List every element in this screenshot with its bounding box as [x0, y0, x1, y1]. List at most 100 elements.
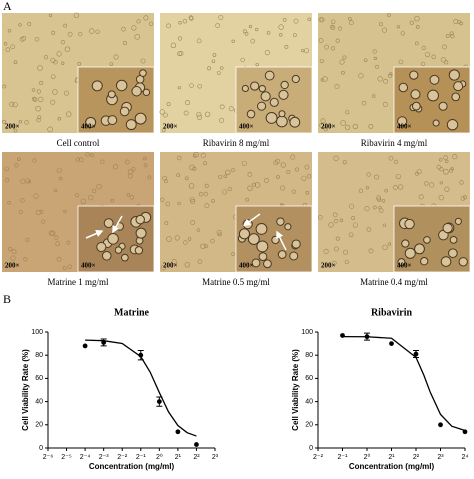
cell	[351, 216, 356, 221]
cell	[14, 163, 19, 168]
cell	[271, 235, 280, 245]
cell	[140, 58, 146, 64]
image-caption: Matrine 0.4 mg/ml	[360, 277, 428, 287]
data-point	[138, 352, 144, 358]
cell	[34, 36, 40, 42]
cell	[258, 84, 266, 93]
cell	[420, 61, 426, 67]
cell	[453, 81, 464, 92]
cell	[85, 116, 97, 128]
cell	[134, 34, 140, 40]
cell	[255, 62, 259, 67]
cell	[319, 123, 325, 128]
cell	[3, 42, 8, 46]
cell	[32, 158, 37, 163]
arrow	[112, 215, 123, 234]
cell	[247, 233, 260, 245]
cell	[278, 89, 289, 100]
cell	[25, 237, 30, 242]
cell	[348, 232, 354, 238]
cell	[189, 196, 195, 203]
cell	[31, 88, 36, 92]
cell	[39, 81, 44, 86]
cell	[429, 74, 440, 85]
cell	[429, 182, 435, 188]
cell	[410, 89, 421, 100]
cell	[289, 251, 299, 261]
cell	[382, 223, 386, 227]
cell	[162, 112, 168, 118]
cell	[184, 262, 190, 268]
cell	[398, 184, 404, 190]
cell	[449, 31, 454, 36]
x-axis-label: Concentration (mg/ml)	[89, 462, 175, 471]
cell	[188, 15, 194, 21]
cell	[218, 174, 223, 180]
y-tick-label: 20	[305, 422, 313, 429]
cell	[178, 21, 182, 25]
cell	[306, 174, 312, 179]
cell	[330, 19, 336, 25]
x-tick-label: 2⁻⁵	[61, 454, 72, 461]
cell	[269, 97, 279, 107]
cell	[340, 120, 347, 126]
cell	[20, 178, 26, 184]
cell	[260, 91, 271, 102]
cell	[246, 109, 256, 119]
cell	[48, 13, 53, 18]
cell	[344, 259, 349, 265]
cell	[446, 119, 459, 131]
cell	[393, 185, 398, 190]
cell	[200, 152, 206, 158]
cell	[188, 183, 195, 189]
cell	[379, 22, 383, 27]
cell	[388, 155, 394, 161]
cell	[62, 266, 67, 271]
cell	[440, 256, 452, 267]
cell	[121, 253, 129, 262]
cell	[136, 19, 141, 24]
cell	[324, 44, 330, 50]
cell	[13, 128, 18, 133]
x-tick-label: 2¹	[388, 454, 395, 461]
cell	[60, 40, 66, 45]
cell	[9, 101, 15, 107]
cell	[12, 102, 18, 108]
x-tick-label: 2¹	[175, 454, 182, 461]
cell	[457, 19, 462, 24]
cell	[409, 70, 419, 80]
cell	[231, 39, 235, 43]
image-caption: Ribavirin 8 mg/ml	[203, 138, 270, 148]
cell	[75, 193, 80, 198]
cell	[343, 249, 348, 255]
x-tick-label: 2⁴	[462, 454, 469, 461]
cell	[436, 164, 442, 170]
cell	[159, 109, 165, 115]
cell	[364, 205, 370, 212]
cell	[264, 178, 269, 183]
cell	[361, 100, 367, 106]
cell	[61, 61, 65, 65]
cell	[442, 44, 447, 50]
cell	[223, 174, 227, 179]
cell	[255, 27, 259, 32]
cell	[365, 186, 370, 190]
cell	[358, 188, 364, 193]
cell	[319, 58, 324, 64]
y-tick-label: 0	[39, 445, 43, 452]
cell	[304, 48, 309, 54]
image-caption: Ribavirin 4 mg/ml	[361, 138, 428, 148]
cell	[36, 118, 41, 123]
cell	[414, 41, 419, 46]
magnification-label: 400×	[397, 123, 412, 131]
cell	[39, 209, 44, 214]
magnification-label: 200×	[163, 262, 178, 270]
cell	[96, 241, 107, 253]
cell	[55, 241, 61, 247]
cell	[56, 51, 62, 57]
cell	[7, 29, 12, 33]
cell	[38, 96, 44, 103]
cell	[160, 197, 165, 202]
cell	[443, 155, 448, 161]
x-tick-label: 2⁻²	[117, 454, 128, 461]
